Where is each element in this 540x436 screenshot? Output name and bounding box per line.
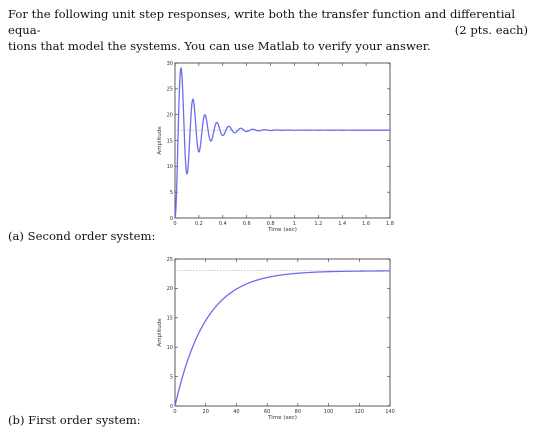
x-tick-label: 140 bbox=[385, 409, 395, 415]
x-axis-label: Time (sec) bbox=[267, 227, 297, 233]
x-tick-label: 0.4 bbox=[219, 221, 227, 227]
second-order-step-response-chart: 0 0.2 0.4 0.6 0.8 1 1.2 1.4 1.6 1.8 0 5 10 15 20 25 30 Ti… bbox=[157, 61, 394, 233]
x-tick-label: 40 bbox=[233, 409, 239, 415]
x-tick-label: 0.2 bbox=[195, 221, 203, 227]
x-tick-label: 1.8 bbox=[386, 221, 394, 227]
x-tick-label: 0 bbox=[173, 409, 176, 415]
problem-line-1: For the following unit step responses, w… bbox=[8, 7, 516, 37]
x-tick-label: 1.2 bbox=[314, 221, 322, 227]
y-axis-label: Amplitude bbox=[157, 126, 163, 155]
x-tick-label: 120 bbox=[355, 409, 365, 415]
x-axis-label: Time (sec) bbox=[267, 415, 297, 421]
points-label: (2 pts. each) bbox=[454, 23, 528, 37]
response-curve bbox=[174, 66, 390, 219]
y-tick-label: 0 bbox=[170, 404, 173, 410]
y-axis-label: Amplitude bbox=[157, 318, 163, 347]
plot-area bbox=[174, 258, 391, 407]
y-tick-label: 20 bbox=[167, 112, 173, 118]
x-tick-label: 20 bbox=[203, 409, 209, 415]
y-tick-label: 5 bbox=[170, 374, 173, 380]
y-tick-label: 20 bbox=[167, 286, 173, 292]
y-tick-label: 15 bbox=[167, 138, 173, 144]
x-tick-label: 1 bbox=[293, 221, 296, 227]
y-tick-label: 10 bbox=[167, 345, 173, 351]
y-tick-label: 25 bbox=[167, 87, 173, 93]
part-b-label: (b) First order system: bbox=[8, 413, 141, 427]
part-a-label: (a) Second order system: bbox=[8, 229, 156, 243]
x-tick-label: 1.4 bbox=[338, 221, 346, 227]
y-tick-label: 30 bbox=[167, 61, 173, 67]
y-tick-label: 5 bbox=[170, 190, 173, 196]
y-tick-label: 10 bbox=[167, 164, 173, 170]
x-tick-label: 0 bbox=[173, 221, 176, 227]
x-tick-label: 100 bbox=[324, 409, 334, 415]
x-tick-label: 60 bbox=[264, 409, 270, 415]
problem-statement: For the following unit step responses, w… bbox=[8, 6, 528, 54]
y-tick-label: 25 bbox=[167, 257, 173, 263]
y-tick-label: 0 bbox=[170, 216, 173, 222]
plot-area bbox=[174, 62, 391, 219]
problem-line-2: tions that model the systems. You can us… bbox=[8, 39, 431, 53]
x-tick-label: 0.6 bbox=[243, 221, 251, 227]
x-tick-label: 0.8 bbox=[267, 221, 275, 227]
x-tick-label: 80 bbox=[295, 409, 301, 415]
y-tick-label: 15 bbox=[167, 316, 173, 322]
first-order-step-response-chart: 0 20 40 60 80 100 120 140 0 5 10 15 20 25 Time (sec) Am… bbox=[157, 257, 395, 421]
x-tick-label: 1.6 bbox=[362, 221, 370, 227]
response-curve bbox=[174, 270, 390, 407]
